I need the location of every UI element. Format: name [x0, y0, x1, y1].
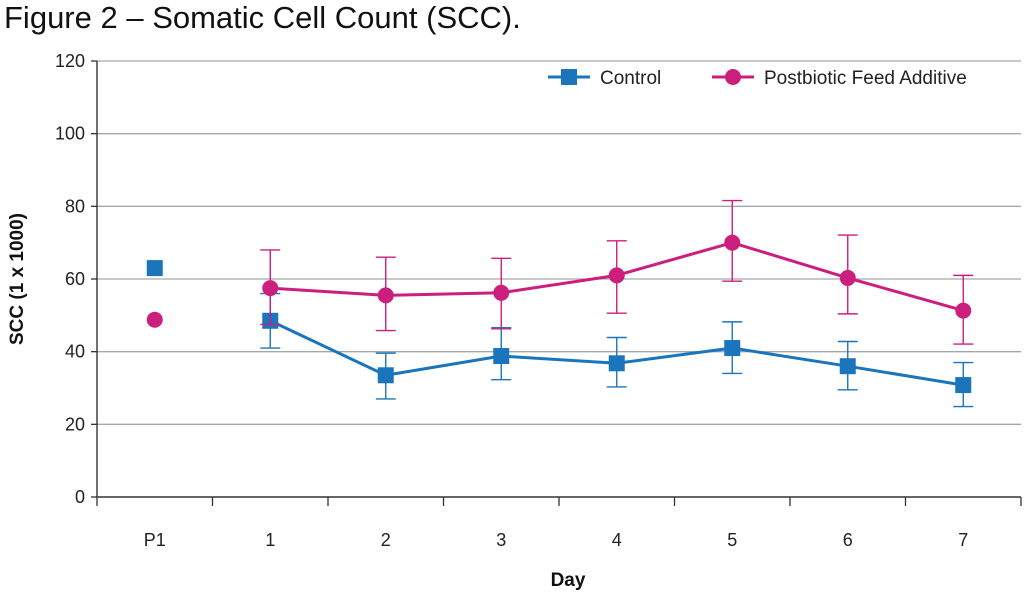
point-control-4 [608, 355, 625, 372]
legend-marker-control [561, 69, 577, 85]
point-control-5 [724, 340, 741, 357]
point-postbiotic-feed-additive-2 [377, 287, 394, 304]
x-tick-label-6: 6 [843, 530, 853, 550]
point-postbiotic-feed-additive-6 [839, 269, 856, 286]
point-postbiotic-feed-additive-1 [262, 280, 279, 297]
x-tick-label-P1: P1 [144, 530, 166, 550]
axis-layer: 0 20 40 60 80 100 120 P1 1 2 3 4 5 6 7 [55, 51, 1022, 550]
chart-title: Figure 2 – Somatic Cell Count (SCC). [4, 0, 521, 35]
y-axis-title: SCC (1 x 1000) [7, 213, 28, 345]
x-tick-label-3: 3 [496, 530, 506, 550]
y-tick-label-120: 120 [55, 51, 85, 71]
y-tick-label-80: 80 [65, 196, 85, 216]
x-tick-label-1: 1 [265, 530, 275, 550]
x-tick-label-7: 7 [958, 530, 968, 550]
x-axis-title: Day [551, 570, 586, 591]
series-layer [146, 199, 974, 408]
legend: Control Postbiotic Feed Additive [548, 68, 967, 89]
point-control-3 [493, 348, 510, 365]
y-tick-label-100: 100 [55, 124, 85, 144]
x-tick-label-2: 2 [381, 530, 391, 550]
legend-label-control: Control [600, 68, 661, 89]
point-control-P1 [146, 260, 163, 277]
x-tick-label-4: 4 [612, 530, 622, 550]
point-control-2 [377, 367, 394, 384]
legend-marker-postbiotic-feed-additive [725, 69, 741, 85]
point-control-7 [955, 377, 972, 394]
point-postbiotic-feed-additive-5 [724, 234, 741, 251]
point-control-6 [839, 358, 856, 375]
y-tick-label-40: 40 [65, 342, 85, 362]
y-tick-label-60: 60 [65, 269, 85, 289]
point-postbiotic-feed-additive-7 [955, 302, 972, 319]
point-postbiotic-feed-additive-3 [493, 284, 510, 301]
point-postbiotic-feed-additive-P1 [146, 311, 163, 328]
x-tick-label-5: 5 [727, 530, 737, 550]
legend-label-postbiotic-feed-additive: Postbiotic Feed Additive [764, 68, 967, 89]
point-postbiotic-feed-additive-4 [608, 267, 625, 284]
y-tick-label-0: 0 [75, 487, 85, 507]
y-tick-label-20: 20 [65, 414, 85, 434]
grid-layer [97, 60, 1021, 425]
